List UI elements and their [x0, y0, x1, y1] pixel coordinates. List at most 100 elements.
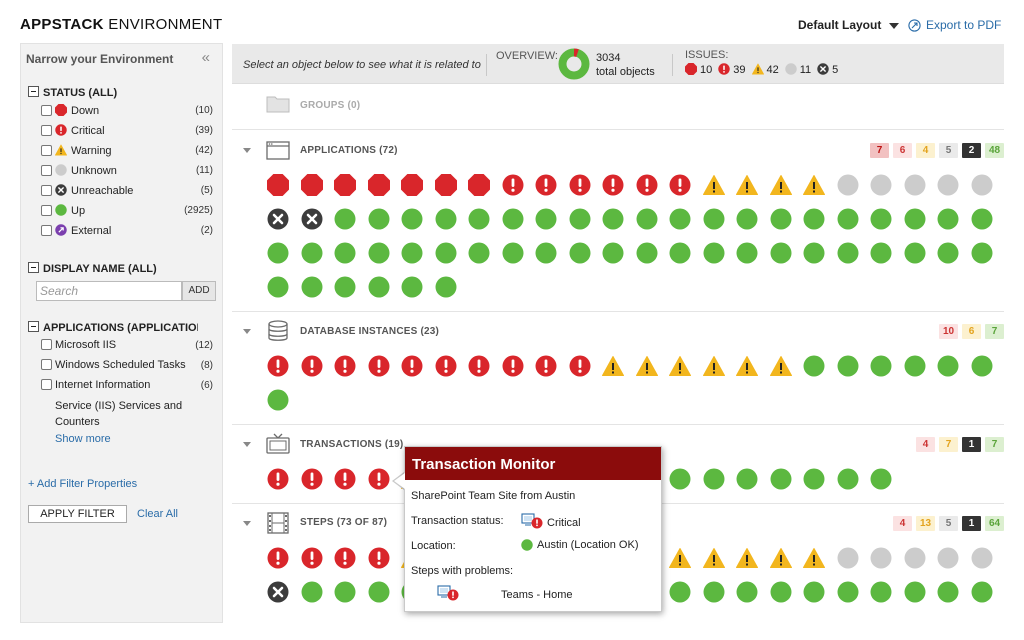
up-status-icon[interactable] — [334, 242, 356, 264]
up-status-icon[interactable] — [468, 242, 490, 264]
unknown-status-icon[interactable] — [837, 547, 859, 569]
unknown-status-icon[interactable] — [971, 174, 993, 196]
critical-status-icon[interactable] — [267, 355, 289, 377]
applications-filter-heading[interactable]: APPLICATIONS (APPLICATIONS) — [28, 321, 198, 334]
checkbox[interactable] — [41, 359, 52, 370]
status-count-badge-up[interactable]: 7 — [985, 324, 1004, 339]
warning-status-icon[interactable] — [669, 355, 691, 377]
warning-status-icon[interactable] — [736, 547, 758, 569]
status-filter-warning[interactable]: Warning (42) — [41, 144, 216, 162]
status-count-badge-up[interactable]: 7 — [985, 437, 1004, 452]
up-status-icon[interactable] — [569, 242, 591, 264]
up-status-icon[interactable] — [502, 208, 524, 230]
up-status-icon[interactable] — [870, 242, 892, 264]
overview-donut-chart[interactable] — [558, 48, 590, 80]
unknown-status-icon[interactable] — [870, 174, 892, 196]
up-status-icon[interactable] — [937, 242, 959, 264]
unknown-status-icon[interactable] — [937, 174, 959, 196]
export-pdf-link[interactable]: Export to PDF — [908, 18, 1001, 32]
display-name-search-input[interactable] — [36, 281, 182, 301]
up-status-icon[interactable] — [669, 468, 691, 490]
layout-dropdown[interactable]: Default Layout — [798, 18, 900, 32]
up-status-icon[interactable] — [669, 242, 691, 264]
status-count-badge-unr[interactable]: 1 — [962, 516, 981, 531]
status-count-badge-warn[interactable]: 13 — [916, 516, 935, 531]
apply-filter-button[interactable]: APPLY FILTER — [28, 505, 127, 523]
warning-status-icon[interactable] — [602, 355, 624, 377]
up-status-icon[interactable] — [736, 468, 758, 490]
status-count-badge-warn[interactable]: 4 — [916, 143, 935, 158]
critical-status-icon[interactable] — [401, 355, 423, 377]
critical-status-icon[interactable] — [368, 468, 390, 490]
status-count-badge-up[interactable]: 48 — [985, 143, 1004, 158]
up-status-icon[interactable] — [636, 208, 658, 230]
down-status-icon[interactable] — [468, 174, 490, 196]
unknown-status-icon[interactable] — [904, 547, 926, 569]
up-status-icon[interactable] — [803, 208, 825, 230]
issue-count-down[interactable]: 10 — [685, 63, 712, 76]
up-status-icon[interactable] — [368, 242, 390, 264]
up-status-icon[interactable] — [401, 242, 423, 264]
up-status-icon[interactable] — [904, 355, 926, 377]
up-status-icon[interactable] — [435, 276, 457, 298]
critical-status-icon[interactable] — [301, 547, 323, 569]
collapse-caret-icon[interactable] — [243, 442, 251, 447]
up-status-icon[interactable] — [837, 581, 859, 603]
status-filter-heading[interactable]: STATUS (ALL) — [28, 86, 198, 99]
warning-status-icon[interactable] — [702, 174, 725, 196]
up-status-icon[interactable] — [401, 276, 423, 298]
up-status-icon[interactable] — [837, 242, 859, 264]
collapse-minus-icon[interactable] — [28, 321, 39, 332]
checkbox[interactable] — [41, 125, 52, 136]
display-name-filter-heading[interactable]: DISPLAY NAME (ALL) — [28, 262, 198, 275]
up-status-icon[interactable] — [703, 581, 725, 603]
unknown-status-icon[interactable] — [837, 174, 859, 196]
up-status-icon[interactable] — [837, 468, 859, 490]
add-filter-properties-link[interactable]: + Add Filter Properties — [28, 478, 138, 490]
up-status-icon[interactable] — [703, 242, 725, 264]
up-status-icon[interactable] — [636, 242, 658, 264]
collapse-caret-icon[interactable] — [243, 521, 251, 526]
down-status-icon[interactable] — [334, 174, 356, 196]
critical-status-icon[interactable] — [267, 468, 289, 490]
critical-status-icon[interactable] — [502, 355, 524, 377]
up-status-icon[interactable] — [669, 581, 691, 603]
critical-status-icon[interactable] — [535, 174, 557, 196]
critical-status-icon[interactable] — [535, 355, 557, 377]
up-status-icon[interactable] — [736, 208, 758, 230]
up-status-icon[interactable] — [602, 242, 624, 264]
up-status-icon[interactable] — [971, 581, 993, 603]
up-status-icon[interactable] — [803, 242, 825, 264]
up-status-icon[interactable] — [736, 581, 758, 603]
section-title-steps[interactable]: STEPS (73 OF 87) — [300, 517, 388, 528]
status-filter-down[interactable]: Down (10) — [41, 104, 216, 122]
up-status-icon[interactable] — [334, 208, 356, 230]
section-title-groups[interactable]: GROUPS (0) — [300, 100, 361, 111]
up-status-icon[interactable] — [334, 581, 356, 603]
unknown-status-icon[interactable] — [971, 547, 993, 569]
warning-status-icon[interactable] — [669, 547, 691, 569]
application-filter-item[interactable]: Windows Scheduled Tasks (8) — [41, 359, 216, 377]
critical-status-icon[interactable] — [301, 355, 323, 377]
up-status-icon[interactable] — [770, 468, 792, 490]
up-status-icon[interactable] — [301, 276, 323, 298]
collapse-minus-icon[interactable] — [28, 262, 39, 273]
status-filter-unknown[interactable]: Unknown (11) — [41, 164, 216, 182]
up-status-icon[interactable] — [703, 468, 725, 490]
critical-status-icon[interactable] — [468, 355, 490, 377]
section-title-applications[interactable]: APPLICATIONS (72) — [300, 145, 398, 156]
unknown-status-icon[interactable] — [904, 174, 926, 196]
warning-status-icon[interactable] — [769, 174, 792, 196]
down-status-icon[interactable] — [267, 174, 289, 196]
up-status-icon[interactable] — [401, 208, 423, 230]
up-status-icon[interactable] — [468, 208, 490, 230]
up-status-icon[interactable] — [971, 242, 993, 264]
status-count-badge-unr[interactable]: 1 — [962, 437, 981, 452]
section-title-transactions[interactable]: TRANSACTIONS (19) — [300, 439, 404, 450]
status-filter-critical[interactable]: Critical (39) — [41, 124, 216, 142]
double-chevron-left-icon[interactable]: « — [201, 49, 210, 66]
status-filter-unreachable[interactable]: Unreachable (5) — [41, 184, 216, 202]
status-count-badge-crit[interactable]: 10 — [939, 324, 958, 339]
up-status-icon[interactable] — [267, 276, 289, 298]
unreachable-status-icon[interactable] — [267, 208, 289, 230]
